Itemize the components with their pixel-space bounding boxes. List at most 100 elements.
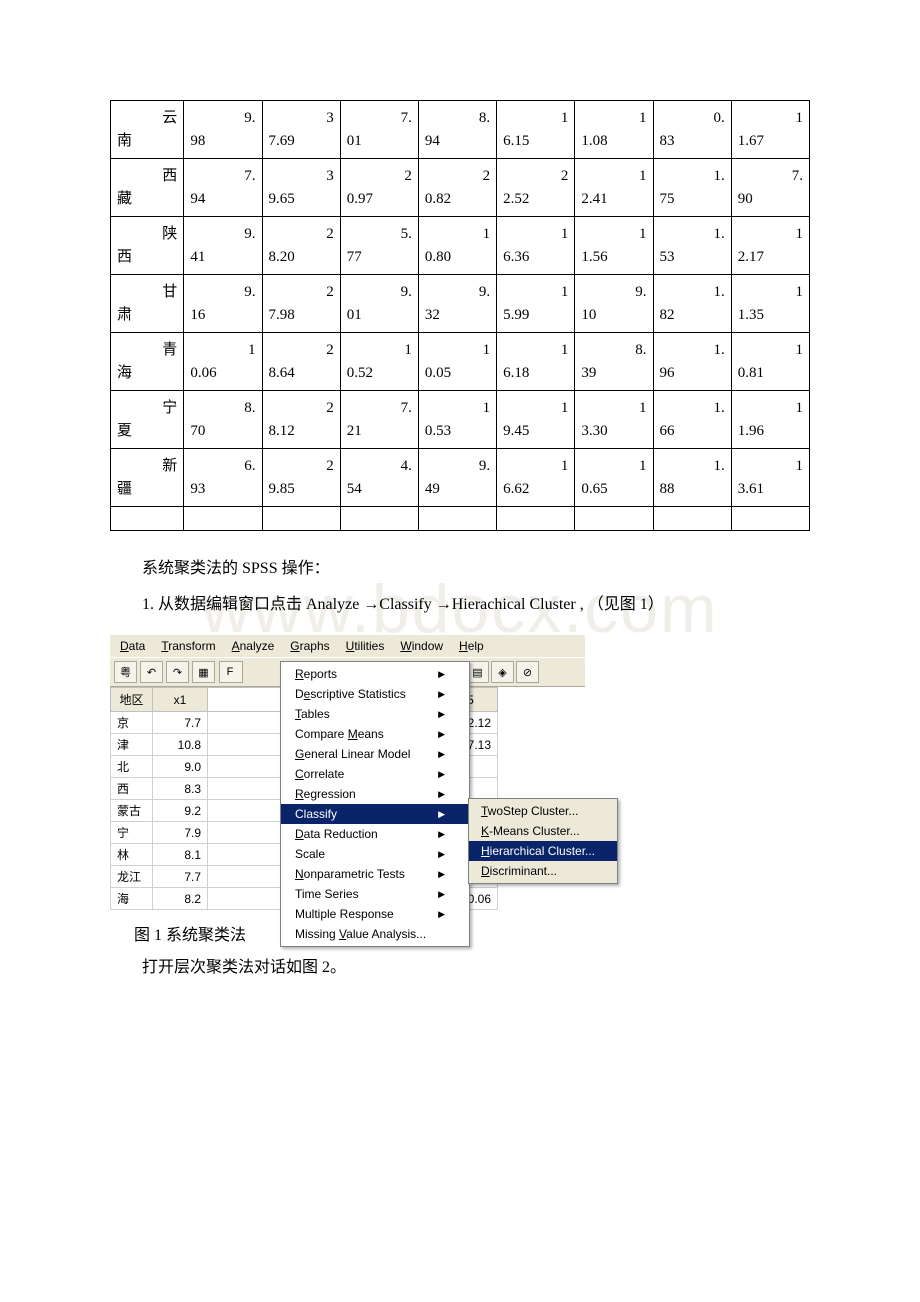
table-cell-empty — [262, 507, 340, 531]
table-cell-empty — [497, 507, 575, 531]
table-cell: 39.65 — [262, 159, 340, 217]
table-cell: 28.12 — [262, 391, 340, 449]
grid-cell[interactable]: 龙江 — [111, 866, 153, 888]
menu-item-general-linear-model[interactable]: General Linear Model▶ — [281, 744, 469, 764]
grid-cell[interactable]: 北 — [111, 756, 153, 778]
table-cell: 9.41 — [184, 217, 262, 275]
table-cell: 10.06 — [184, 333, 262, 391]
menu-item-descriptive-statistics[interactable]: Descriptive Statistics▶ — [281, 684, 469, 704]
table-cell: 7.94 — [184, 159, 262, 217]
grid-cell[interactable]: 9.0 — [153, 756, 208, 778]
table-row-label: 新疆 — [111, 449, 184, 507]
table-row-label: 甘肃 — [111, 275, 184, 333]
table-cell: 9.98 — [184, 101, 262, 159]
data-table: 云南9.9837.697.018.9416.1511.080.8311.67西藏… — [110, 100, 810, 531]
grid-header: 地区 — [111, 688, 153, 712]
table-cell: 4.54 — [340, 449, 418, 507]
grid-cell[interactable]: 海 — [111, 888, 153, 910]
menu-window[interactable]: Window — [394, 637, 449, 655]
grid-cell[interactable]: 西 — [111, 778, 153, 800]
table-cell: 1.96 — [653, 333, 731, 391]
grid-header: x1 — [153, 688, 208, 712]
table-cell: 7.90 — [731, 159, 809, 217]
toolbar-button[interactable]: ◈ — [491, 661, 514, 683]
table-cell: 12.17 — [731, 217, 809, 275]
grid-cell[interactable]: 10.8 — [153, 734, 208, 756]
table-cell: 6.93 — [184, 449, 262, 507]
table-cell: 9.01 — [340, 275, 418, 333]
table-cell: 1.66 — [653, 391, 731, 449]
table-cell: 28.20 — [262, 217, 340, 275]
menu-item-missing-value-analysis-[interactable]: Missing Value Analysis... — [281, 924, 469, 944]
table-row-label: 西藏 — [111, 159, 184, 217]
table-cell: 11.67 — [731, 101, 809, 159]
table-cell: 16.18 — [497, 333, 575, 391]
menu-analyze[interactable]: Analyze — [226, 637, 281, 655]
table-cell: 19.45 — [497, 391, 575, 449]
grid-cell[interactable]: 7.7 — [153, 866, 208, 888]
grid-cell[interactable]: 津 — [111, 734, 153, 756]
menu-item-regression[interactable]: Regression▶ — [281, 784, 469, 804]
table-cell: 7.01 — [340, 101, 418, 159]
table-cell: 27.98 — [262, 275, 340, 333]
grid-cell[interactable]: 8.2 — [153, 888, 208, 910]
menu-item-nonparametric-tests[interactable]: Nonparametric Tests▶ — [281, 864, 469, 884]
table-cell: 16.36 — [497, 217, 575, 275]
paragraph-1: 系统聚类法的 SPSS 操作： — [110, 553, 810, 585]
menu-help[interactable]: Help — [453, 637, 490, 655]
grid-cell[interactable]: 8.1 — [153, 844, 208, 866]
toolbar-button[interactable]: 粤 — [114, 661, 137, 683]
toolbar-button[interactable]: ↷ — [166, 661, 189, 683]
table-cell: 29.85 — [262, 449, 340, 507]
grid-cell[interactable]: 8.3 — [153, 778, 208, 800]
table-cell: 1.82 — [653, 275, 731, 333]
menu-item-data-reduction[interactable]: Data Reduction▶ — [281, 824, 469, 844]
menu-transform[interactable]: Transform — [155, 637, 221, 655]
menu-item-multiple-response[interactable]: Multiple Response▶ — [281, 904, 469, 924]
table-cell-empty — [575, 507, 653, 531]
table-cell: 22.52 — [497, 159, 575, 217]
grid-cell[interactable]: 京 — [111, 712, 153, 734]
table-cell-empty — [653, 507, 731, 531]
table-cell: 11.35 — [731, 275, 809, 333]
table-cell: 11.56 — [575, 217, 653, 275]
menu-item-correlate[interactable]: Correlate▶ — [281, 764, 469, 784]
table-cell-empty — [340, 507, 418, 531]
table-cell: 9.10 — [575, 275, 653, 333]
menu-item-classify[interactable]: Classify▶ — [281, 804, 469, 824]
table-cell: 1.75 — [653, 159, 731, 217]
table-cell: 1.88 — [653, 449, 731, 507]
grid-cell[interactable]: 9.2 — [153, 800, 208, 822]
menu-graphs[interactable]: Graphs — [284, 637, 335, 655]
menu-utilities[interactable]: Utilities — [340, 637, 391, 655]
table-cell: 10.65 — [575, 449, 653, 507]
menu-item-reports[interactable]: Reports▶ — [281, 664, 469, 684]
submenu-item-discriminant-[interactable]: Discriminant... — [469, 861, 617, 881]
menu-item-time-series[interactable]: Time Series▶ — [281, 884, 469, 904]
table-cell: 20.97 — [340, 159, 418, 217]
menu-data[interactable]: Data — [114, 637, 151, 655]
grid-cell[interactable]: 蒙古 — [111, 800, 153, 822]
table-row-label: 宁夏 — [111, 391, 184, 449]
toolbar-textbox[interactable]: F — [219, 661, 243, 683]
menu-item-scale[interactable]: Scale▶ — [281, 844, 469, 864]
table-cell-empty — [184, 507, 262, 531]
submenu-item-hierarchical-cluster-[interactable]: Hierarchical Cluster... — [469, 841, 617, 861]
menu-item-compare-means[interactable]: Compare Means▶ — [281, 724, 469, 744]
submenu-item-k-means-cluster-[interactable]: K-Means Cluster... — [469, 821, 617, 841]
table-cell-empty — [731, 507, 809, 531]
table-cell: 8.39 — [575, 333, 653, 391]
toolbar-button[interactable]: ↶ — [140, 661, 163, 683]
classify-submenu: TwoStep Cluster...K-Means Cluster...Hier… — [468, 798, 618, 884]
menu-item-tables[interactable]: Tables▶ — [281, 704, 469, 724]
toolbar-button[interactable]: ⊘ — [516, 661, 539, 683]
grid-cell[interactable]: 宁 — [111, 822, 153, 844]
grid-cell[interactable]: 林 — [111, 844, 153, 866]
submenu-item-twostep-cluster-[interactable]: TwoStep Cluster... — [469, 801, 617, 821]
grid-cell[interactable]: 7.7 — [153, 712, 208, 734]
grid-cell[interactable]: 7.9 — [153, 822, 208, 844]
toolbar-button[interactable]: ▦ — [192, 661, 215, 683]
table-cell: 9.16 — [184, 275, 262, 333]
table-cell: 1.53 — [653, 217, 731, 275]
table-cell: 13.61 — [731, 449, 809, 507]
